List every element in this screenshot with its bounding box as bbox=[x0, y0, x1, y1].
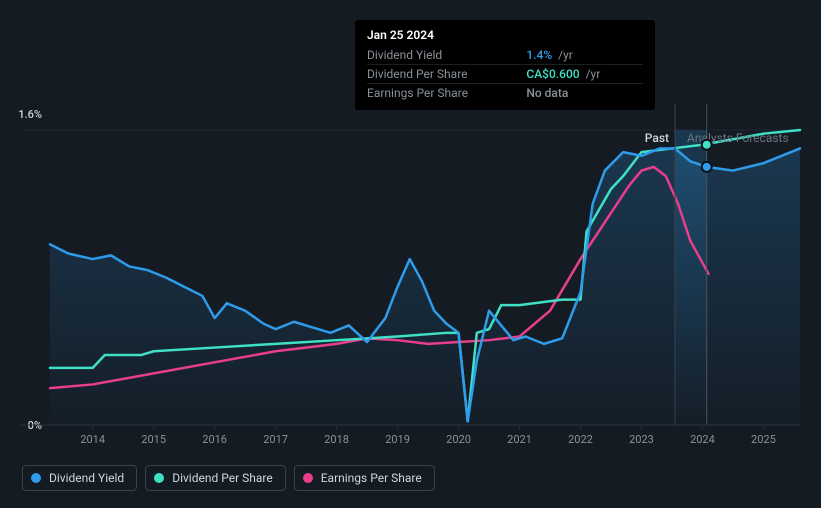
svg-text:2018: 2018 bbox=[324, 433, 349, 446]
svg-text:2017: 2017 bbox=[263, 433, 288, 446]
tooltip-table: Dividend Yield1.4% /yrDividend Per Share… bbox=[367, 46, 643, 102]
tooltip-row-value: CA$0.600 /yr bbox=[526, 65, 643, 84]
legend-label: Dividend Per Share bbox=[172, 471, 273, 485]
dividend-chart: 0%1.6%2014201520162017201820192020202120… bbox=[0, 0, 821, 508]
legend-earnings_per_share[interactable]: Earnings Per Share bbox=[294, 465, 435, 491]
hover-marker bbox=[702, 162, 712, 172]
legend-dot-icon bbox=[154, 473, 164, 483]
svg-text:2022: 2022 bbox=[568, 433, 593, 446]
svg-text:2016: 2016 bbox=[202, 433, 227, 446]
legend-label: Earnings Per Share bbox=[321, 471, 422, 485]
hover-marker bbox=[702, 140, 712, 150]
tooltip-row: Dividend Per ShareCA$0.600 /yr bbox=[367, 65, 643, 84]
svg-text:2020: 2020 bbox=[446, 433, 471, 446]
tooltip-row-value: 1.4% /yr bbox=[526, 46, 643, 65]
svg-text:2019: 2019 bbox=[385, 433, 410, 446]
svg-text:1.6%: 1.6% bbox=[18, 108, 42, 121]
legend-dividend_per_share[interactable]: Dividend Per Share bbox=[145, 465, 286, 491]
tooltip-row-label: Earnings Per Share bbox=[367, 84, 526, 103]
tooltip-row-label: Dividend Per Share bbox=[367, 65, 526, 84]
svg-text:2024: 2024 bbox=[690, 433, 715, 446]
svg-text:2023: 2023 bbox=[629, 433, 654, 446]
tooltip-row: Earnings Per ShareNo data bbox=[367, 84, 643, 103]
legend-dot-icon bbox=[31, 473, 41, 483]
tooltip-row-value: No data bbox=[526, 84, 643, 103]
tooltip-row: Dividend Yield1.4% /yr bbox=[367, 46, 643, 65]
legend-label: Dividend Yield bbox=[49, 471, 124, 485]
past-label: Past bbox=[645, 131, 669, 145]
svg-text:2015: 2015 bbox=[141, 433, 166, 446]
legend-dot-icon bbox=[303, 473, 313, 483]
tooltip-row-label: Dividend Yield bbox=[367, 46, 526, 65]
svg-text:2021: 2021 bbox=[507, 433, 532, 446]
hover-tooltip: Jan 25 2024 Dividend Yield1.4% /yrDivide… bbox=[355, 20, 655, 110]
svg-text:2014: 2014 bbox=[80, 433, 105, 446]
tooltip-date: Jan 25 2024 bbox=[367, 28, 643, 42]
legend: Dividend Yield Dividend Per Share Earnings… bbox=[22, 465, 435, 491]
svg-text:2025: 2025 bbox=[751, 433, 776, 446]
legend-dividend_yield[interactable]: Dividend Yield bbox=[22, 465, 137, 491]
